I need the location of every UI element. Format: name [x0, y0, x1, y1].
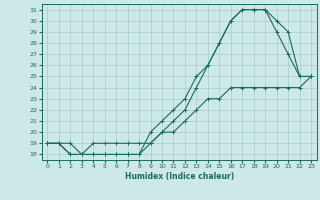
X-axis label: Humidex (Indice chaleur): Humidex (Indice chaleur) — [124, 172, 234, 181]
